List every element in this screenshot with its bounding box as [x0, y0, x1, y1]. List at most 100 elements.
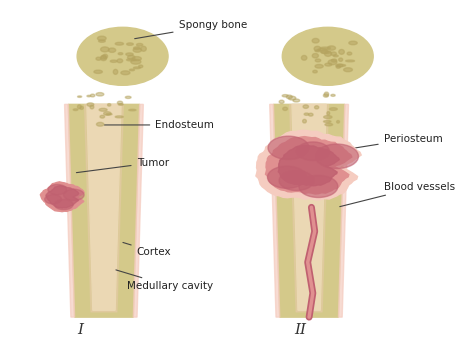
- Ellipse shape: [337, 120, 339, 123]
- Ellipse shape: [320, 50, 328, 54]
- Ellipse shape: [104, 112, 111, 115]
- Ellipse shape: [91, 94, 95, 97]
- Ellipse shape: [141, 46, 146, 51]
- Ellipse shape: [315, 59, 321, 62]
- Polygon shape: [256, 130, 361, 200]
- Ellipse shape: [312, 38, 319, 43]
- Ellipse shape: [299, 175, 338, 198]
- Ellipse shape: [331, 94, 335, 97]
- Polygon shape: [338, 104, 348, 317]
- Ellipse shape: [139, 65, 143, 68]
- Text: II: II: [294, 323, 306, 337]
- Ellipse shape: [129, 69, 135, 71]
- Ellipse shape: [118, 104, 123, 105]
- Ellipse shape: [77, 27, 168, 85]
- Ellipse shape: [283, 27, 373, 85]
- Ellipse shape: [55, 199, 73, 210]
- Ellipse shape: [325, 63, 332, 66]
- Polygon shape: [292, 104, 326, 310]
- Ellipse shape: [328, 46, 336, 50]
- Ellipse shape: [110, 60, 117, 62]
- Ellipse shape: [283, 107, 288, 110]
- Text: Medullary cavity: Medullary cavity: [116, 270, 213, 291]
- Ellipse shape: [101, 55, 106, 59]
- Ellipse shape: [349, 41, 357, 45]
- Ellipse shape: [100, 56, 107, 61]
- Ellipse shape: [106, 113, 112, 115]
- Ellipse shape: [118, 101, 123, 104]
- Ellipse shape: [347, 52, 352, 55]
- Ellipse shape: [318, 48, 327, 51]
- Text: Spongy bone: Spongy bone: [135, 20, 247, 39]
- Polygon shape: [133, 104, 143, 317]
- Polygon shape: [68, 104, 140, 317]
- Ellipse shape: [315, 64, 323, 68]
- Ellipse shape: [87, 103, 94, 106]
- Ellipse shape: [339, 49, 344, 54]
- Ellipse shape: [346, 60, 355, 62]
- Ellipse shape: [94, 70, 102, 73]
- Ellipse shape: [87, 95, 91, 97]
- Ellipse shape: [282, 94, 288, 97]
- Ellipse shape: [302, 119, 306, 123]
- Ellipse shape: [331, 59, 337, 62]
- Text: Periosteum: Periosteum: [351, 134, 442, 148]
- Ellipse shape: [324, 116, 332, 119]
- Ellipse shape: [324, 92, 328, 96]
- Ellipse shape: [96, 57, 101, 60]
- Ellipse shape: [90, 105, 94, 109]
- Ellipse shape: [77, 105, 81, 109]
- Ellipse shape: [117, 59, 123, 63]
- Ellipse shape: [80, 106, 83, 109]
- Ellipse shape: [314, 46, 321, 51]
- Polygon shape: [270, 104, 280, 317]
- Ellipse shape: [129, 109, 136, 111]
- Ellipse shape: [315, 50, 320, 52]
- Ellipse shape: [336, 66, 340, 68]
- Ellipse shape: [115, 116, 123, 118]
- Ellipse shape: [125, 96, 131, 99]
- Ellipse shape: [118, 53, 123, 55]
- Ellipse shape: [344, 68, 353, 72]
- Polygon shape: [40, 182, 84, 212]
- Ellipse shape: [100, 115, 105, 118]
- Ellipse shape: [64, 189, 84, 201]
- Ellipse shape: [279, 100, 284, 103]
- Ellipse shape: [108, 103, 111, 106]
- Ellipse shape: [288, 96, 296, 100]
- Ellipse shape: [134, 47, 140, 49]
- Polygon shape: [290, 104, 328, 312]
- Ellipse shape: [45, 195, 62, 204]
- Ellipse shape: [297, 142, 329, 161]
- Ellipse shape: [333, 55, 338, 57]
- Ellipse shape: [115, 42, 124, 45]
- Ellipse shape: [286, 95, 292, 99]
- Ellipse shape: [313, 70, 317, 73]
- Ellipse shape: [131, 60, 141, 64]
- Ellipse shape: [126, 53, 133, 56]
- Ellipse shape: [337, 64, 346, 66]
- Ellipse shape: [137, 44, 143, 46]
- Ellipse shape: [100, 47, 109, 52]
- Ellipse shape: [328, 60, 337, 65]
- Ellipse shape: [329, 108, 337, 110]
- Ellipse shape: [325, 123, 333, 126]
- Ellipse shape: [339, 58, 343, 61]
- Text: Endosteum: Endosteum: [104, 120, 214, 130]
- Ellipse shape: [99, 40, 105, 42]
- Polygon shape: [84, 104, 123, 312]
- Ellipse shape: [312, 54, 319, 58]
- Ellipse shape: [327, 112, 330, 115]
- Ellipse shape: [103, 54, 108, 58]
- Polygon shape: [273, 104, 345, 317]
- Ellipse shape: [323, 120, 331, 122]
- Ellipse shape: [128, 55, 135, 60]
- Ellipse shape: [325, 51, 332, 56]
- Ellipse shape: [127, 59, 136, 61]
- Text: Tumor: Tumor: [76, 158, 169, 173]
- Ellipse shape: [127, 43, 133, 45]
- Ellipse shape: [293, 99, 300, 102]
- Polygon shape: [87, 104, 121, 310]
- Ellipse shape: [268, 136, 309, 160]
- Ellipse shape: [78, 96, 82, 97]
